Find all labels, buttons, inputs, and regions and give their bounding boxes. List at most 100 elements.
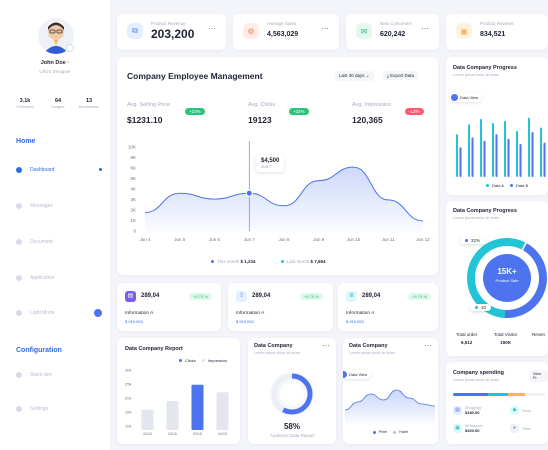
- stat-value: 4,563,029: [267, 31, 299, 38]
- stat-card-reviews: ▣ Product Reviews 834,521: [446, 14, 548, 50]
- shop-icon: ◆: [510, 406, 519, 415]
- info-value: 289,04: [141, 293, 160, 299]
- status-dot-icon: •: [67, 60, 70, 66]
- tooltip-date: Jun 7: [261, 164, 273, 169]
- card-title: Data Company Progress: [453, 65, 517, 71]
- bar-data-b: [543, 142, 546, 177]
- stat-label: Product Reviews: [480, 21, 514, 26]
- sidebar-item-application[interactable]: Application: [16, 272, 102, 284]
- data-company-area-card: Data Company Lorem ipsum dolor sit amet …: [343, 338, 438, 444]
- sidebar-item-light-mode[interactable]: Light Mode: [16, 307, 102, 319]
- x-tick-label: 03/15: [143, 432, 152, 436]
- sidebar-item-label: Document: [30, 239, 53, 245]
- export-button[interactable]: ⤓ Export Data: [383, 71, 419, 80]
- item-value: $180.00: [465, 410, 480, 415]
- sidebar-item-dashboard[interactable]: Dashboard: [16, 164, 102, 176]
- avatar[interactable]: [38, 18, 74, 54]
- ring-callout-value: 32%: [471, 238, 481, 243]
- chart-tooltip: $4,500 Jun 7: [256, 155, 285, 172]
- more-icon[interactable]: ⋯: [321, 24, 329, 33]
- more-icon[interactable]: ⋯: [424, 341, 432, 350]
- light-mode-toggle[interactable]: [94, 309, 102, 317]
- sidebar-item-document[interactable]: Document: [16, 236, 102, 248]
- card-subtitle: Lorem ipsum dolor sit amet: [453, 73, 499, 77]
- copy-icon: ⧉: [127, 23, 143, 39]
- info-title: Information A: [236, 311, 265, 316]
- y-tick-label: 10K: [128, 145, 136, 150]
- legend-dot-icon: [372, 430, 376, 434]
- bar-data-b: [519, 144, 522, 177]
- y-tick-label: 6K: [130, 166, 136, 171]
- legend-label: Clicks: [185, 358, 196, 363]
- legend-value: $ 1,234: [240, 259, 256, 264]
- more-icon[interactable]: ⋯: [322, 341, 330, 350]
- x-tick-label: Jun 5: [174, 237, 186, 242]
- metric-value: 120,365: [352, 115, 383, 125]
- bar-impression: [141, 409, 154, 430]
- item-name: Other: [522, 426, 532, 431]
- legend-dot-icon: [211, 260, 214, 264]
- donut-center-label: Product Sale: [495, 278, 519, 283]
- spending-item: ● Other: [510, 424, 532, 433]
- x-tick-label: Jun 7: [244, 237, 256, 242]
- stat-value: 203,200: [151, 27, 195, 41]
- profile-stat-label: Images: [51, 104, 65, 109]
- profile-name: John Doe: [40, 60, 66, 66]
- mail-icon: ✉: [356, 23, 372, 39]
- metric-badge: -12%: [405, 108, 424, 115]
- card-title: Data Company: [254, 343, 293, 349]
- sidebar-item-label: Application: [30, 275, 55, 281]
- bar-data-a: [456, 134, 458, 177]
- report-bar-chart: 30k 25k 20k 15k 10k 03/15 03/16 03/18 04/15: [125, 368, 229, 436]
- view-profile-button[interactable]: View Pr: [530, 370, 548, 382]
- profile-stat: 13 Bookmarks: [74, 98, 104, 109]
- metric-label: Avg. Clicks: [248, 102, 276, 108]
- chip-label: Data View: [349, 372, 368, 377]
- legend-label: Last Month: [287, 259, 310, 264]
- data-view-chip[interactable]: Data View: [450, 93, 483, 102]
- progress-legend: Data A Data B: [486, 183, 528, 188]
- more-icon[interactable]: ⋯: [421, 24, 429, 33]
- y-tick-label: 8K: [130, 155, 136, 160]
- bar-data-a: [468, 124, 470, 177]
- card-subtitle: Lorem ipsum dolor sit amet: [349, 351, 395, 355]
- period-select[interactable]: Last 30 days ⌄: [335, 71, 374, 81]
- metric-label: Avg. Selling Price: [127, 102, 171, 108]
- legend-label: This month: [217, 259, 240, 264]
- report-card: Data Company Report Clicks Impression 30…: [117, 338, 240, 444]
- gear-icon: ⚙: [243, 23, 259, 39]
- pixel-area-chart: [344, 389, 436, 424]
- sidebar-item-label: Messages: [30, 203, 53, 209]
- y-tick-label: 20k: [125, 396, 131, 401]
- data-view-chip[interactable]: Data View: [343, 370, 372, 379]
- card-subtitle: Lorem ipsum dolor sit amet: [453, 378, 499, 382]
- y-tick-label: 0: [133, 229, 136, 234]
- legend-dot-icon: [486, 184, 489, 188]
- series-line-this-month: [144, 166, 424, 222]
- edit-profile-icon[interactable]: [66, 44, 74, 52]
- item-value: $320.00: [465, 428, 480, 433]
- bar-data-b: [459, 147, 462, 177]
- bar-impression: [166, 401, 179, 430]
- sidebar-item-stack-dev[interactable]: Stack dev: [16, 369, 102, 381]
- spending-item: ▣ Wholesale $320.00: [453, 424, 483, 433]
- profile-stat-value: 3.1k: [19, 98, 31, 104]
- sidebar-item-messages[interactable]: Messages: [16, 200, 102, 212]
- stat-label: Reven: [532, 332, 546, 337]
- bar-data-a: [540, 127, 542, 177]
- bar-clicks: [191, 384, 204, 430]
- y-tick-label: 5K: [130, 176, 136, 181]
- stack-icon: [16, 372, 22, 378]
- donut-center-value: 15K+: [497, 267, 517, 276]
- x-tick-label: Jun 9: [313, 237, 325, 242]
- more-icon[interactable]: ⋯: [208, 24, 216, 33]
- x-tick-label: Jun 12: [416, 237, 430, 242]
- bar-data-a: [528, 117, 530, 177]
- sidebar-item-label: Settings: [30, 406, 49, 412]
- y-tick-label: 30k: [125, 368, 131, 373]
- y-tick-label: 25k: [125, 382, 131, 387]
- info-card: ≣ 289,04 +5.75 % Information A $ 910,053: [338, 283, 438, 331]
- bar-data-b: [531, 132, 534, 177]
- sidebar-item-settings[interactable]: Settings: [16, 403, 102, 415]
